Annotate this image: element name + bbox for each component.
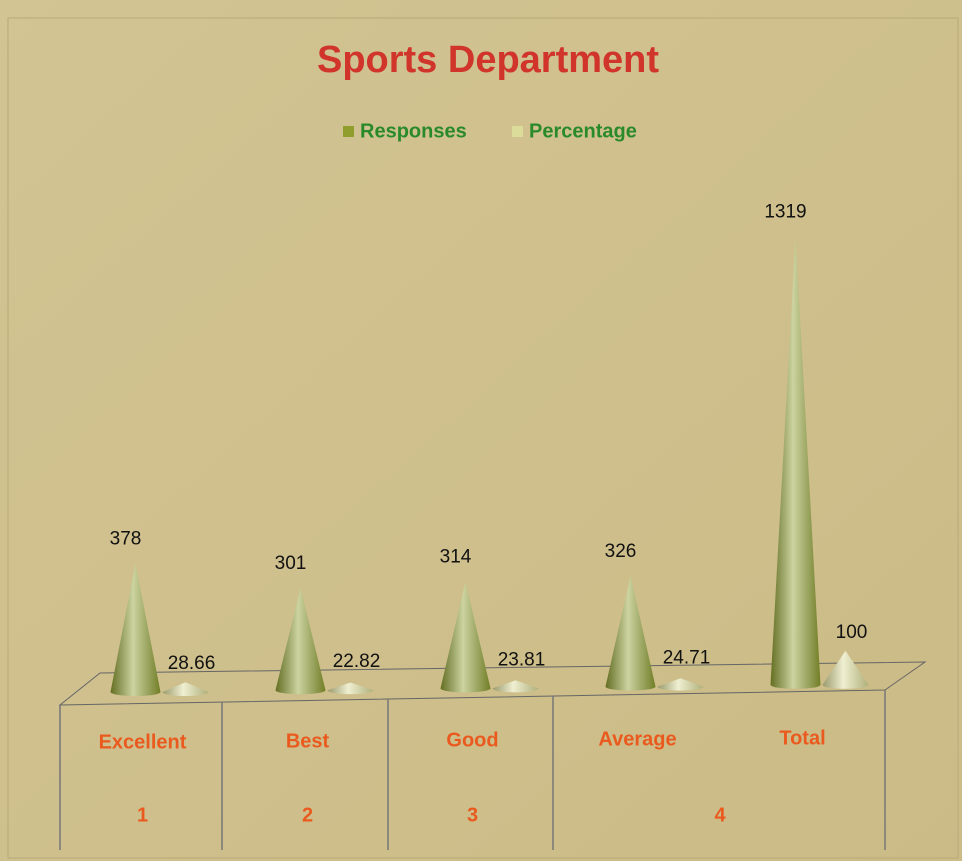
data-label: 326 [605,541,637,562]
data-label: 23.81 [498,649,546,670]
cone [327,682,374,695]
cone [162,682,209,696]
cone [605,575,656,691]
group-label: 1 [137,804,148,826]
cone [492,680,539,693]
data-label: 22.82 [333,651,381,672]
cone [275,587,326,695]
data-label: 100 [836,622,868,643]
data-label: 314 [440,547,472,568]
data-label: 24.71 [663,648,711,669]
cone [440,581,491,693]
chart-title: Sports Department [317,39,659,81]
group-label: 4 [714,804,726,826]
cone [110,563,161,696]
data-label: 378 [110,528,142,549]
x-tick-label: Good [446,729,498,751]
x-tick-label: Total [779,727,825,749]
cone [770,236,821,689]
data-label: 301 [275,553,307,574]
group-label: 3 [467,804,478,826]
cone [822,650,869,689]
legend-label: Responses [360,120,467,142]
floor [58,661,927,706]
data-label: 1319 [764,201,806,222]
data-label: 28.66 [168,653,216,674]
category-table [59,690,886,850]
x-tick-label: Average [598,728,676,750]
legend-swatch [343,126,354,137]
group-label: 2 [302,804,313,826]
plot-border [7,17,959,859]
x-tick-label: Best [286,730,330,752]
legend-swatch [512,126,523,137]
cone [657,678,704,691]
legend-label: Percentage [529,120,637,142]
x-tick-label: Excellent [99,731,187,753]
